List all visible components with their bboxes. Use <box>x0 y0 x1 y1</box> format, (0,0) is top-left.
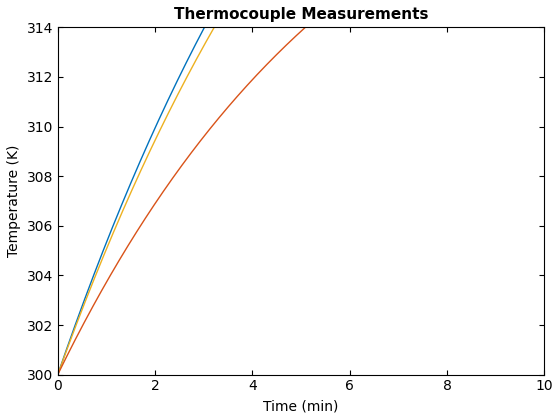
X-axis label: Time (min): Time (min) <box>263 399 339 413</box>
Title: Thermocouple Measurements: Thermocouple Measurements <box>174 7 428 22</box>
Y-axis label: Temperature (K): Temperature (K) <box>7 145 21 257</box>
